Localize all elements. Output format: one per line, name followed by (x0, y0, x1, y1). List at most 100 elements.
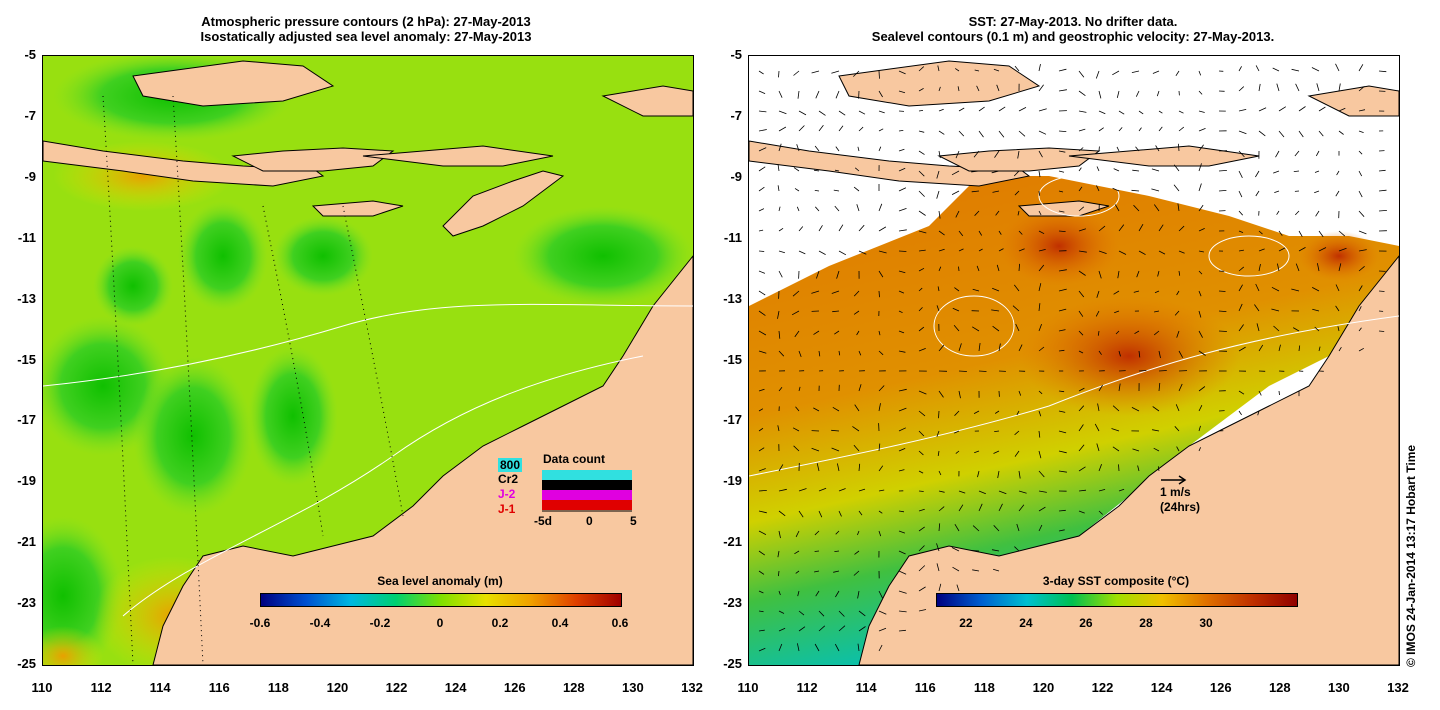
velocity-vector (918, 326, 925, 332)
velocity-vector (1295, 83, 1300, 92)
velocity-vector (992, 287, 1000, 292)
sst-map (748, 55, 1400, 666)
velocity-vector (1238, 130, 1247, 135)
velocity-vector (1152, 429, 1160, 432)
velocity-vector (818, 610, 825, 617)
y-tick-label: -9 (24, 168, 36, 184)
velocity-vector (1337, 326, 1340, 332)
velocity-vector (838, 250, 847, 256)
velocity-vector (1018, 230, 1023, 235)
data-count-title: Data count (543, 452, 606, 466)
velocity-vector (853, 310, 860, 315)
velocity-vector (1058, 529, 1065, 532)
velocity-vector (898, 427, 906, 432)
velocity-vector (793, 70, 800, 76)
velocity-vector (1058, 210, 1065, 213)
velocity-vector (957, 86, 960, 92)
velocity-vector (778, 510, 786, 517)
velocity-vector (1258, 248, 1265, 252)
velocity-vector (1318, 247, 1327, 252)
velocity-vector (1198, 70, 1202, 76)
velocity-vector (1038, 506, 1046, 512)
velocity-vector (857, 530, 860, 536)
velocity-vector (918, 430, 925, 437)
velocity-vector (918, 470, 924, 474)
velocity-vector (878, 590, 883, 599)
velocity-vector (1238, 150, 1245, 158)
velocity-vector (977, 470, 980, 478)
velocity-vector (898, 250, 907, 252)
velocity-vector (938, 410, 940, 419)
velocity-vector (818, 250, 826, 255)
velocity-vector (952, 307, 960, 312)
velocity-vector (1278, 130, 1285, 138)
data-count-label-800: 800 (498, 458, 523, 472)
velocity-vector (878, 403, 881, 412)
velocity-vector (798, 125, 805, 132)
velocity-vector (758, 647, 766, 652)
x-tick-label: 132 (681, 680, 703, 695)
velocity-vector (1156, 90, 1160, 97)
velocity-vector (1013, 170, 1020, 177)
velocity-vector (918, 88, 924, 92)
velocity-vector (958, 130, 965, 137)
velocity-vector (938, 248, 945, 252)
velocity-scale-sub: (24hrs) (1160, 500, 1201, 514)
velocity-vector (878, 644, 883, 652)
velocity-vector (1174, 310, 1180, 316)
velocity-vector (938, 470, 942, 476)
velocity-vector (1157, 270, 1160, 277)
velocity-vector (1358, 150, 1363, 155)
velocity-vector (1272, 67, 1280, 72)
velocity-vector (1118, 383, 1121, 392)
velocity-vector (898, 229, 907, 232)
x-tick-label: 118 (267, 680, 289, 695)
velocity-vector (936, 563, 940, 572)
velocity-vector (1015, 323, 1020, 332)
velocity-vector (811, 290, 820, 294)
velocity-vector (1312, 308, 1320, 312)
velocity-vector (1238, 390, 1245, 395)
velocity-vector (777, 185, 780, 192)
velocity-vector (994, 410, 1000, 414)
velocity-vector (1198, 144, 1204, 152)
velocity-vector (814, 190, 820, 192)
velocity-vector (1098, 90, 1102, 99)
velocity-vector (1038, 283, 1042, 292)
velocity-vector (778, 70, 780, 78)
velocity-vector (1295, 210, 1300, 216)
velocity-vector (1131, 70, 1140, 73)
velocity-vector (878, 70, 880, 79)
velocity-vector (1298, 106, 1306, 112)
velocity-vector (1258, 130, 1266, 137)
velocity-vector (878, 110, 885, 114)
velocity-vector (1238, 66, 1242, 72)
velocity-vector (878, 350, 884, 356)
velocity-vector (958, 370, 967, 372)
velocity-vector (1198, 183, 1202, 192)
velocity-vector (1338, 83, 1341, 92)
velocity-vector (956, 584, 960, 592)
velocity-vector (1178, 126, 1185, 132)
velocity-vector (814, 206, 820, 212)
velocity-vector (858, 626, 866, 632)
velocity-vector (1038, 450, 1042, 459)
velocity-vector (878, 290, 880, 298)
velocity-vector (938, 230, 945, 236)
velocity-vector (1152, 70, 1160, 74)
velocity-vector (1018, 344, 1023, 352)
velocity-vector (814, 643, 820, 652)
velocity-vector (972, 288, 980, 292)
velocity-vector (815, 90, 820, 99)
velocity-vector (815, 590, 820, 597)
velocity-vector (898, 407, 907, 412)
velocity-vector (778, 387, 783, 392)
velocity-vector (878, 465, 884, 472)
velocity-vector (978, 106, 985, 112)
velocity-vector (1198, 386, 1206, 392)
velocity-vector (1058, 68, 1067, 72)
velocity-vector (834, 330, 840, 335)
velocity-vector (918, 565, 926, 572)
velocity-vector (1138, 250, 1146, 255)
velocity-vector (898, 310, 903, 314)
